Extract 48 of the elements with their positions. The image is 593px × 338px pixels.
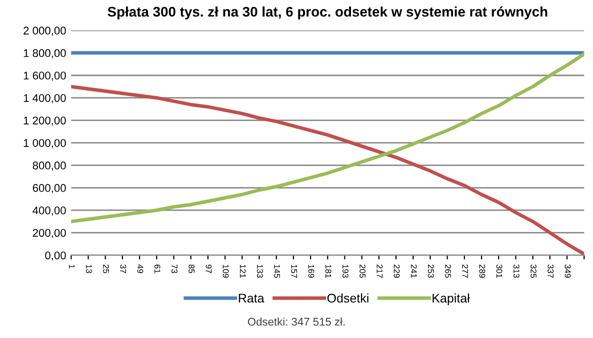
x-tick-label: 265 <box>445 264 451 278</box>
y-tick-label: 800,00 <box>32 162 66 171</box>
x-tick-label: 277 <box>462 264 468 278</box>
x-tick-label: 325 <box>530 264 536 278</box>
y-tick-label: 1 200,00 <box>24 116 66 126</box>
y-tick-label: 600,00 <box>32 184 66 194</box>
x-tick-label: 337 <box>548 264 554 278</box>
x-tick-label: 121 <box>240 264 246 278</box>
x-tick-label: 49 <box>137 264 144 274</box>
x-tick-label: 145 <box>274 264 280 278</box>
x-tick-label: 37 <box>120 264 126 274</box>
x-tick-label: 25 <box>103 264 110 274</box>
x-tick-label: 301 <box>496 264 502 278</box>
legend-label: Odsetki <box>327 293 368 303</box>
x-tick-label: 157 <box>291 264 298 278</box>
y-tick-label: 200,00 <box>32 228 66 238</box>
x-tick-label: 133 <box>257 264 263 278</box>
legend-label: Rata <box>238 294 264 303</box>
line-series <box>71 84 584 256</box>
x-tick-label: 193 <box>342 264 348 278</box>
x-tick-label: 13 <box>86 264 92 274</box>
y-tick-label: 1 800,00 <box>24 49 66 58</box>
y-tick-label: 1 000,00 <box>24 139 66 148</box>
line-series <box>71 52 584 224</box>
x-tick-label: 85 <box>188 264 195 274</box>
x-tick-label: 181 <box>325 264 332 278</box>
x-tick-label: 1 <box>69 264 75 268</box>
x-tick-label: 73 <box>172 264 178 274</box>
x-tick-label: 313 <box>513 264 520 278</box>
x-tick-label: 97 <box>206 264 212 274</box>
x-tick-label: 349 <box>564 264 571 278</box>
y-tick-label: 1 400,00 <box>24 94 66 104</box>
x-tick-label: 229 <box>394 264 400 278</box>
y-tick-label: 1 600,00 <box>24 72 66 81</box>
x-tick-label: 205 <box>360 264 366 278</box>
y-tick-label: 400,00 <box>32 206 66 216</box>
y-tick-label: 0,00 <box>45 251 66 261</box>
x-tick-label: 109 <box>222 264 229 278</box>
x-tick-label: 289 <box>479 264 486 278</box>
x-tick-label: 217 <box>376 264 383 278</box>
x-tick-label: 253 <box>428 264 434 278</box>
text: Odsetki: 347 515 zł. <box>248 318 345 326</box>
x-tick-label: 169 <box>308 264 314 278</box>
chart-title: Spłata 300 tys. zł na 30 lat, 6 proc. odsetek w systemie rat równych <box>108 6 548 20</box>
x-tick-label: 61 <box>154 264 160 274</box>
legend-label: Kapitał <box>432 293 470 306</box>
y-tick-label: 2 000,00 <box>24 26 66 36</box>
x-tick-label: 241 <box>410 264 417 278</box>
